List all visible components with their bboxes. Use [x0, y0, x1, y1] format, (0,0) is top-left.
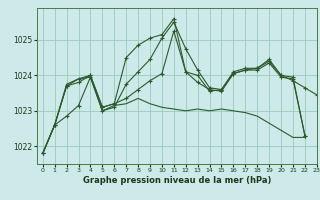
X-axis label: Graphe pression niveau de la mer (hPa): Graphe pression niveau de la mer (hPa)	[83, 176, 271, 185]
